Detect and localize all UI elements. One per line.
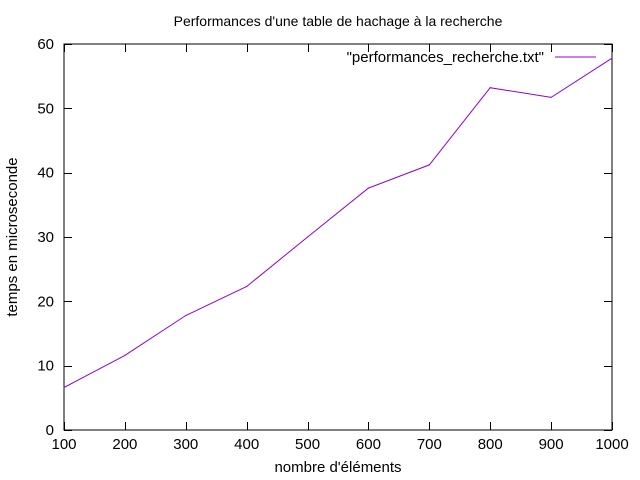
axis-ticks: 100 200 300 400 500 600 700 800 900 1000 0 10 20 30 40…	[37, 36, 628, 453]
y-axis-label: temps en microseconde	[4, 157, 21, 316]
data-point	[550, 96, 552, 98]
x-tick-label: 600	[356, 436, 381, 453]
data-point	[246, 285, 248, 288]
data-point	[611, 57, 613, 59]
y-tick-label: 40	[37, 165, 54, 182]
legend-label: "performances_recherche.txt"	[347, 49, 544, 66]
data-point	[489, 87, 491, 89]
chart-title: Performances d'une table de hachage à la…	[174, 13, 503, 29]
data-point	[124, 354, 126, 356]
x-tick-label: 400	[234, 436, 259, 453]
x-tick-label: 200	[112, 436, 137, 453]
data-point	[428, 164, 430, 166]
x-axis-label: nombre d'éléments	[274, 459, 401, 476]
data-point	[185, 314, 187, 317]
x-tick-label: 100	[51, 436, 76, 453]
y-tick-label: 30	[37, 229, 54, 246]
y-tick-label: 10	[37, 358, 54, 375]
data-point	[63, 386, 65, 389]
x-tick-label: 500	[295, 436, 320, 453]
y-tick-label: 20	[37, 293, 54, 310]
x-tick-label: 1000	[595, 436, 628, 453]
x-tick-label: 300	[173, 436, 198, 453]
y-tick-label: 0	[46, 422, 54, 439]
x-tick-label: 800	[478, 436, 503, 453]
y-tick-label: 50	[37, 100, 54, 117]
x-tick-label: 900	[539, 436, 564, 453]
x-tick-label: 700	[417, 436, 442, 453]
plot-area	[63, 57, 613, 389]
data-point	[307, 236, 309, 238]
legend: "performances_recherche.txt"	[347, 49, 596, 66]
data-point	[367, 187, 369, 189]
plot-frame	[63, 43, 613, 431]
series-line	[63, 57, 613, 388]
y-tick-label: 60	[37, 36, 54, 53]
